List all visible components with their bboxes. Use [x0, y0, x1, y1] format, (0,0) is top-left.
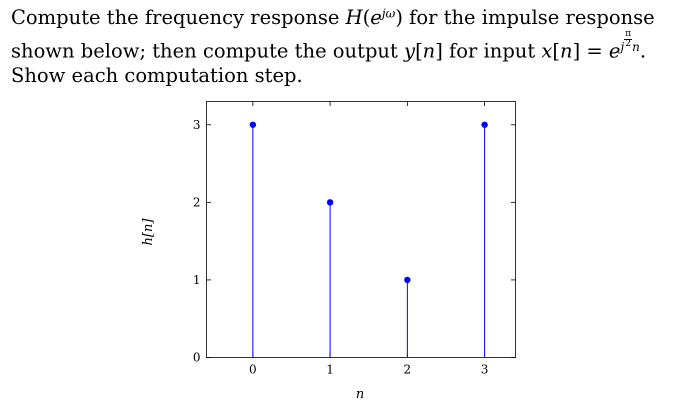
math-exponent-jw: jω: [381, 6, 396, 21]
math-n: n: [632, 39, 640, 54]
stem-marker: [249, 121, 257, 128]
math-bracket-open: [: [552, 39, 560, 63]
math-bracket-open: [: [415, 39, 423, 63]
y-tick-label: 0: [193, 351, 201, 365]
tick-labels: 0 1 2 3 0 1 2 3: [193, 118, 489, 377]
problem-text: ) for the impulse response shown below; …: [11, 6, 655, 63]
x-tick-label: 1: [326, 363, 334, 377]
stem-series: [249, 121, 488, 358]
math-n: n: [422, 39, 436, 63]
y-tick-label: 1: [193, 273, 201, 287]
math-fraction-numerator: π: [624, 29, 633, 40]
math-j: j: [620, 39, 625, 54]
x-tick-label: 2: [404, 363, 412, 377]
problem-text: Compute the frequency response: [11, 6, 346, 29]
stem-marker: [326, 199, 334, 206]
y-tick-label: 3: [193, 118, 201, 132]
math-n: n: [560, 39, 573, 63]
math-equals: ] =: [572, 39, 609, 63]
math-e: e: [608, 39, 621, 63]
x-tick-label: 3: [481, 363, 489, 377]
math-x: x: [541, 39, 553, 63]
y-axis-label: h[n]: [141, 218, 156, 246]
x-tick-label: 0: [249, 363, 257, 377]
problem-statement: Compute the frequency response H(ejω) fo…: [11, 6, 661, 88]
plot-frame: [206, 101, 516, 358]
math-e: e: [370, 6, 382, 29]
math-H: H: [345, 6, 363, 29]
stem-marker: [481, 121, 488, 128]
math-paren-open: (: [362, 6, 371, 29]
y-tick-label: 2: [193, 195, 201, 209]
stem-marker: [404, 276, 411, 284]
problem-text: ] for input: [435, 39, 542, 63]
math-y: y: [404, 39, 416, 63]
math-fraction-denominator: 2: [625, 39, 632, 49]
x-axis-label: n: [356, 387, 364, 402]
problem-text: . Show each computation step.: [11, 39, 647, 87]
